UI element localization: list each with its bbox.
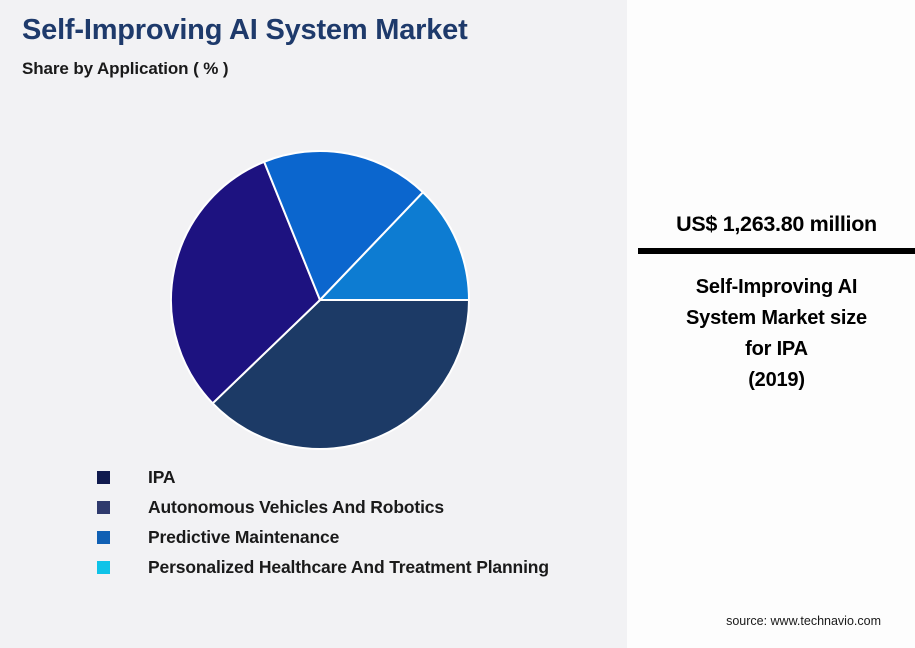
pie-slice-group (170, 150, 470, 450)
kpi-caption-line-4: (2019) (748, 369, 805, 391)
chart-legend: IPA Autonomous Vehicles And Robotics Pre… (97, 462, 617, 582)
kpi-value: US$ 1,263.80 million (676, 212, 877, 236)
source-note: source: www.technavio.com (726, 614, 881, 628)
legend-label-0: IPA (148, 466, 176, 487)
kpi-caption-line-3: for IPA (745, 338, 808, 360)
kpi-caption-line-2: System Market size (686, 307, 867, 329)
legend-swatch-icon-3 (97, 560, 110, 574)
legend-label-2: Predictive Maintenance (148, 526, 340, 547)
pie-slice (262, 150, 425, 302)
legend-label-1: Autonomous Vehicles And Robotics (148, 496, 444, 517)
kpi-panel: US$ 1,263.80 million Self-Improving AI S… (627, 0, 915, 648)
kpi-caption: Self-Improving AI System Market size for… (638, 272, 915, 396)
kpi-divider (638, 248, 915, 254)
legend-item-2: Predictive Maintenance (97, 522, 617, 552)
pie-chart (170, 150, 470, 450)
pie-slice (317, 190, 470, 301)
legend-swatch-icon-2 (97, 530, 110, 544)
legend-swatch-icon-1 (97, 500, 110, 514)
legend-item-1: Autonomous Vehicles And Robotics (97, 492, 617, 522)
kpi-caption-line-1: Self-Improving AI (695, 276, 858, 298)
pie-slice (170, 160, 322, 405)
chart-subtitle: Share by Application ( % ) (22, 59, 229, 78)
legend-item-0: IPA (97, 462, 617, 492)
chart-panel: Self-Improving AI System Market Share by… (0, 0, 627, 648)
page-title: Self-Improving AI System Market (22, 14, 468, 46)
pie-chart-svg (170, 150, 470, 450)
legend-swatch-icon-0 (97, 470, 110, 484)
pie-slice (211, 299, 470, 450)
legend-item-3: Personalized Healthcare And Treatment Pl… (97, 552, 617, 582)
legend-label-3: Personalized Healthcare And Treatment Pl… (148, 556, 549, 577)
